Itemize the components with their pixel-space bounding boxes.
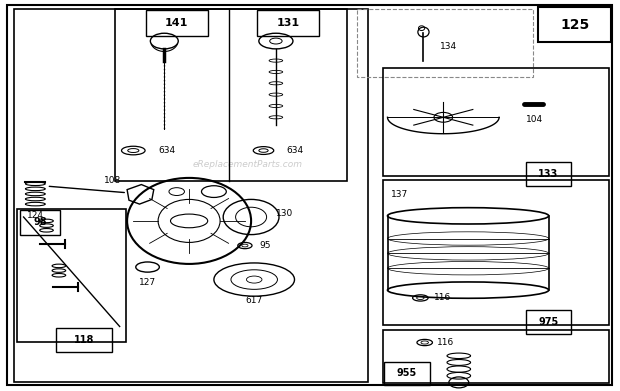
Text: 124: 124: [27, 210, 44, 220]
Text: 141: 141: [165, 18, 188, 28]
Bar: [538, 7, 611, 42]
Bar: [14, 9, 368, 382]
Bar: [56, 328, 112, 352]
Bar: [146, 10, 208, 36]
Text: 137: 137: [391, 190, 408, 199]
Text: 955: 955: [397, 368, 417, 378]
Text: 95: 95: [259, 241, 271, 250]
Bar: [356, 9, 533, 77]
Text: 116: 116: [434, 293, 451, 303]
Text: 131: 131: [277, 18, 300, 28]
Bar: [384, 362, 430, 385]
Bar: [383, 330, 609, 383]
Bar: [115, 9, 347, 181]
Text: 975: 975: [538, 317, 559, 327]
Text: 134: 134: [440, 42, 458, 52]
Bar: [526, 310, 571, 334]
Bar: [257, 10, 319, 36]
Text: 98: 98: [33, 217, 46, 228]
Text: 634: 634: [286, 146, 304, 155]
Bar: [383, 68, 609, 176]
Text: 125: 125: [560, 18, 590, 32]
Text: 104: 104: [526, 115, 543, 124]
Text: 130: 130: [276, 208, 293, 218]
Text: 617: 617: [246, 296, 263, 305]
Text: 116: 116: [437, 338, 454, 347]
Bar: [526, 162, 571, 186]
Bar: [20, 210, 60, 235]
Text: 127: 127: [139, 278, 156, 287]
Text: 634: 634: [158, 146, 175, 155]
Text: 118: 118: [74, 335, 94, 345]
Text: 133: 133: [538, 169, 559, 179]
Bar: [383, 180, 609, 325]
Bar: [17, 209, 126, 342]
Text: 108: 108: [104, 176, 121, 185]
Text: eReplacementParts.com: eReplacementParts.com: [193, 160, 303, 169]
